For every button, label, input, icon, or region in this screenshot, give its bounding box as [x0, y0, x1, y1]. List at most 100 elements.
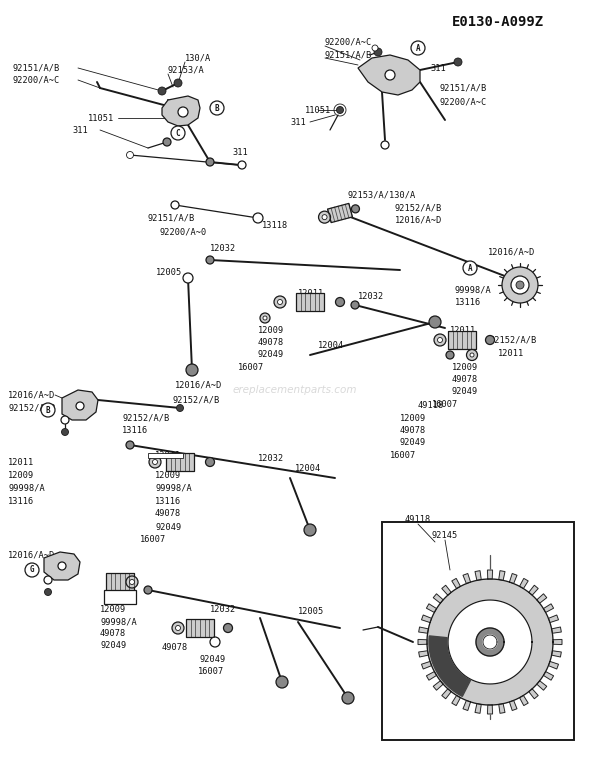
Circle shape — [238, 161, 246, 169]
Text: 99998/A: 99998/A — [100, 617, 137, 626]
Text: 92200/A~C: 92200/A~C — [325, 37, 372, 47]
Text: 12016/A~D: 12016/A~D — [8, 551, 55, 559]
Bar — [104, 590, 136, 604]
Text: 13116: 13116 — [122, 426, 148, 435]
Polygon shape — [433, 594, 443, 604]
Circle shape — [126, 576, 138, 588]
Polygon shape — [553, 639, 562, 645]
Text: 311: 311 — [290, 118, 306, 127]
Text: 12032: 12032 — [358, 292, 384, 300]
Circle shape — [163, 138, 171, 146]
Text: 12016/A~D: 12016/A~D — [8, 390, 55, 400]
Polygon shape — [427, 579, 553, 705]
Circle shape — [174, 79, 182, 87]
Circle shape — [438, 338, 442, 342]
Text: 13116: 13116 — [8, 497, 34, 506]
Text: 12011: 12011 — [498, 348, 525, 358]
Text: 92152/A/B: 92152/A/B — [490, 335, 537, 345]
Text: 92151/A/B: 92151/A/B — [148, 213, 195, 222]
Text: 12011: 12011 — [8, 458, 34, 467]
Text: 92049: 92049 — [400, 438, 426, 446]
Polygon shape — [499, 704, 505, 714]
Text: 49078: 49078 — [162, 643, 188, 652]
Text: 13118: 13118 — [262, 221, 289, 229]
Text: A: A — [416, 44, 420, 53]
Polygon shape — [537, 681, 547, 690]
Circle shape — [336, 106, 343, 114]
Circle shape — [381, 141, 389, 149]
Text: 92049: 92049 — [200, 656, 226, 665]
Text: 130/A: 130/A — [185, 53, 211, 63]
Text: 12004: 12004 — [318, 341, 344, 349]
Circle shape — [463, 261, 477, 275]
Polygon shape — [166, 453, 194, 471]
Polygon shape — [543, 604, 553, 613]
Circle shape — [319, 211, 330, 223]
Text: 92200/A~C: 92200/A~C — [440, 98, 487, 106]
Polygon shape — [427, 604, 437, 613]
Circle shape — [322, 215, 327, 219]
Text: 12009: 12009 — [452, 362, 478, 371]
Circle shape — [61, 416, 69, 424]
Polygon shape — [427, 672, 437, 680]
Circle shape — [511, 276, 529, 294]
Polygon shape — [419, 627, 428, 633]
Circle shape — [434, 334, 446, 346]
Circle shape — [342, 692, 354, 704]
Polygon shape — [186, 619, 214, 637]
Text: 12004: 12004 — [295, 464, 321, 472]
Text: 16007: 16007 — [140, 536, 166, 545]
Polygon shape — [463, 701, 471, 711]
Text: 311: 311 — [430, 63, 446, 73]
Circle shape — [502, 267, 538, 303]
Text: 16007: 16007 — [238, 362, 264, 371]
Circle shape — [335, 208, 345, 218]
Polygon shape — [162, 96, 200, 126]
Text: 13116: 13116 — [155, 497, 181, 506]
Polygon shape — [429, 636, 470, 696]
Text: 12032: 12032 — [258, 454, 284, 462]
Text: 49078: 49078 — [100, 630, 126, 639]
Polygon shape — [106, 573, 134, 591]
Circle shape — [144, 586, 152, 594]
Text: 16007: 16007 — [198, 668, 224, 676]
Circle shape — [470, 353, 474, 357]
Text: 92049: 92049 — [100, 642, 126, 650]
Text: 12016/A~D: 12016/A~D — [395, 215, 442, 225]
Circle shape — [486, 335, 494, 345]
Circle shape — [446, 351, 454, 359]
Circle shape — [176, 404, 183, 412]
Circle shape — [411, 41, 425, 55]
Circle shape — [76, 402, 84, 410]
Polygon shape — [529, 689, 538, 699]
Text: C: C — [176, 128, 181, 138]
Text: 12009: 12009 — [8, 471, 34, 480]
Text: 49078: 49078 — [155, 510, 181, 519]
Circle shape — [126, 441, 134, 449]
Text: 92152/A/B: 92152/A/B — [8, 403, 55, 413]
Circle shape — [352, 205, 359, 213]
Polygon shape — [499, 571, 505, 581]
Polygon shape — [475, 704, 481, 714]
Circle shape — [126, 151, 133, 158]
Polygon shape — [529, 585, 538, 595]
Circle shape — [152, 459, 158, 465]
Text: 92200/A~0: 92200/A~0 — [160, 228, 207, 237]
Text: 92153/A/130/A: 92153/A/130/A — [348, 190, 417, 199]
Text: 12011: 12011 — [155, 451, 181, 459]
Text: 12009: 12009 — [100, 606, 126, 614]
Circle shape — [351, 301, 359, 309]
Text: 92200/A~C: 92200/A~C — [12, 76, 59, 85]
Text: 49118: 49118 — [405, 516, 431, 525]
Text: 92151/A/B: 92151/A/B — [325, 50, 372, 60]
Text: 11051: 11051 — [88, 114, 114, 122]
Circle shape — [205, 458, 215, 467]
Polygon shape — [552, 651, 561, 657]
Text: 92145: 92145 — [432, 530, 458, 539]
Circle shape — [374, 48, 382, 56]
Polygon shape — [418, 639, 427, 645]
Polygon shape — [552, 627, 561, 633]
Text: 12005: 12005 — [156, 267, 182, 277]
Polygon shape — [433, 681, 443, 690]
Polygon shape — [44, 552, 80, 580]
